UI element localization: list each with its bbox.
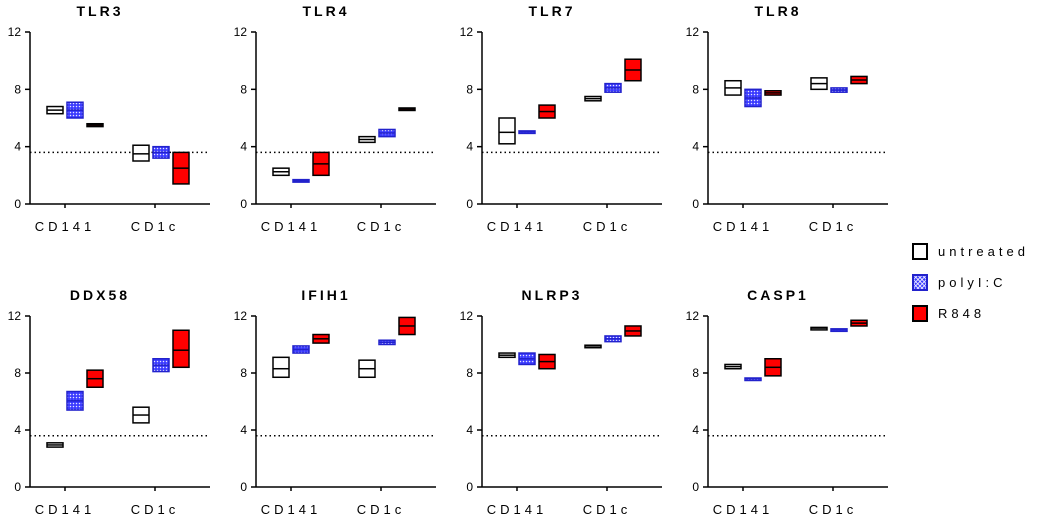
panel-ifih1: IFIH1 0 4 8 12 CD141 CD1c: [234, 287, 436, 517]
y-tick-label-casp1-8: 8: [692, 366, 699, 380]
y-tick-label-nlrp3-8: 8: [466, 366, 473, 380]
legend-item-untreated: untreated: [912, 236, 1029, 266]
x-tick-label-tlr3-cd141: CD141: [35, 219, 95, 234]
x-tick-label-casp1-cd1c: CD1c: [809, 502, 858, 517]
legend-label-untreated: untreated: [938, 243, 1029, 259]
y-tick-label-ifih1-0: 0: [240, 480, 247, 494]
panel-ddx58: DDX58 0 4 8 12 CD141 CD1c: [8, 287, 210, 517]
y-tick-label-casp1-0: 0: [692, 480, 699, 494]
panel-casp1: CASP1 0 4 8 12 CD141 CD1c: [686, 287, 888, 517]
legend-item-polyic: polyI:C: [912, 267, 1029, 297]
y-tick-label-ddx58-0: 0: [14, 480, 21, 494]
x-tick-label-casp1-cd141: CD141: [713, 502, 773, 517]
bar-tlr7-cd141-untreated: [498, 117, 516, 145]
y-tick-label-nlrp3-4: 4: [466, 423, 473, 437]
legend-swatch-untreated: [912, 242, 928, 260]
x-tick-label-tlr7-cd1c: CD1c: [583, 219, 632, 234]
x-tick-label-ifih1-cd141: CD141: [261, 502, 321, 517]
y-tick-label-ddx58-12: 12: [8, 309, 22, 323]
y-tick-label-tlr3-0: 0: [14, 197, 21, 211]
y-tick-label-casp1-4: 4: [692, 423, 699, 437]
x-tick-label-tlr3-cd1c: CD1c: [131, 219, 180, 234]
x-tick-label-ifih1-cd1c: CD1c: [357, 502, 406, 517]
panel-title-ddx58: DDX58: [70, 287, 130, 303]
panel-title-tlr4: TLR4: [303, 3, 350, 19]
y-tick-label-tlr7-12: 12: [460, 25, 474, 39]
y-tick-label-ifih1-4: 4: [240, 423, 247, 437]
y-tick-label-tlr3-12: 12: [8, 25, 22, 39]
panel-title-casp1: CASP1: [747, 287, 809, 303]
y-tick-label-tlr4-8: 8: [240, 82, 247, 96]
panel-title-tlr8: TLR8: [755, 3, 802, 19]
y-tick-label-tlr7-8: 8: [466, 82, 473, 96]
y-tick-label-tlr8-0: 0: [692, 197, 699, 211]
y-tick-label-casp1-12: 12: [686, 309, 700, 323]
y-tick-label-tlr8-8: 8: [692, 82, 699, 96]
panel-tlr7: TLR7 0 4 8 12 CD141 CD1c: [460, 3, 662, 234]
y-tick-label-ddx58-8: 8: [14, 366, 21, 380]
panel-nlrp3: NLRP3 0 4 8 12 CD141 CD1c: [460, 287, 662, 517]
legend-item-r848: R848: [912, 298, 1029, 328]
y-tick-label-tlr8-12: 12: [686, 25, 700, 39]
y-tick-label-nlrp3-12: 12: [460, 309, 474, 323]
y-tick-label-tlr4-4: 4: [240, 140, 247, 154]
y-tick-label-tlr3-4: 4: [14, 140, 21, 154]
x-tick-label-tlr8-cd141: CD141: [713, 219, 773, 234]
bar-ifih1-cd141-untreated: [272, 356, 290, 379]
y-tick-label-tlr8-4: 4: [692, 140, 699, 154]
legend-swatch-r848: [912, 304, 928, 322]
legend: untreated polyI:C R848: [912, 236, 1029, 329]
x-tick-label-tlr4-cd1c: CD1c: [357, 219, 406, 234]
x-tick-label-nlrp3-cd1c: CD1c: [583, 502, 632, 517]
legend-label-polyic: polyI:C: [938, 274, 1007, 290]
x-tick-label-tlr4-cd141: CD141: [261, 219, 321, 234]
y-tick-label-nlrp3-0: 0: [466, 480, 473, 494]
y-tick-label-ifih1-12: 12: [234, 309, 248, 323]
x-tick-label-tlr8-cd1c: CD1c: [809, 219, 858, 234]
x-tick-label-nlrp3-cd141: CD141: [487, 502, 547, 517]
y-tick-label-tlr3-8: 8: [14, 82, 21, 96]
panel-tlr8: TLR8 0 4 8 12 CD141 CD1c: [686, 3, 888, 234]
x-tick-label-ddx58-cd1c: CD1c: [131, 502, 180, 517]
x-tick-label-tlr7-cd141: CD141: [487, 219, 547, 234]
panel-title-tlr3: TLR3: [77, 3, 124, 19]
x-tick-label-ddx58-cd141: CD141: [35, 502, 95, 517]
panel-tlr4: TLR4 0 4 8 12 CD141 CD1c: [234, 3, 436, 234]
panel-title-tlr7: TLR7: [529, 3, 576, 19]
bar-ddx58-cd1c-r848: [172, 329, 190, 369]
y-tick-label-tlr7-0: 0: [466, 197, 473, 211]
y-tick-label-ifih1-8: 8: [240, 366, 247, 380]
y-tick-label-ddx58-4: 4: [14, 423, 21, 437]
panel-title-nlrp3: NLRP3: [522, 287, 583, 303]
legend-label-r848: R848: [938, 305, 986, 321]
y-tick-label-tlr7-4: 4: [466, 140, 473, 154]
y-tick-label-tlr4-0: 0: [240, 197, 247, 211]
panel-title-ifih1: IFIH1: [301, 287, 350, 303]
legend-swatch-polyic: [912, 273, 928, 291]
panel-tlr3: TLR3 0 4 8 12 CD141 CD1c: [8, 3, 210, 234]
y-tick-label-tlr4-12: 12: [234, 25, 248, 39]
